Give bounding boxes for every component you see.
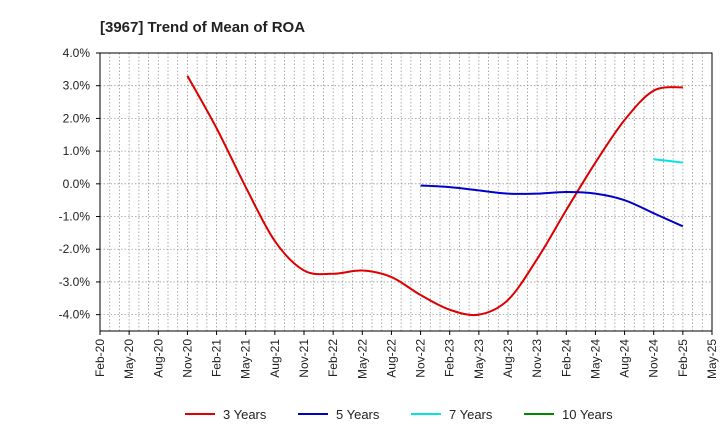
grid	[100, 52, 712, 331]
y-tick-label: 2.0%	[63, 111, 91, 125]
plot-lines	[186, 75, 684, 317]
x-tick-label: Nov-24	[647, 339, 661, 378]
x-tick-label: May-23	[472, 339, 486, 379]
series-line-7-years	[653, 158, 683, 164]
x-tick-label: Aug-20	[151, 339, 165, 378]
x-tick-label: Nov-23	[530, 339, 544, 378]
y-tick-label: -4.0%	[59, 308, 91, 322]
x-tick-label: May-20	[122, 339, 136, 379]
x-tick-label: Nov-22	[414, 339, 428, 378]
x-tick-label: Feb-23	[443, 339, 457, 377]
x-tick-label: Aug-24	[618, 339, 632, 378]
x-tick-label: May-22	[355, 339, 369, 379]
x-tick-label: Feb-25	[676, 339, 690, 377]
y-tick-label: 1.0%	[63, 144, 91, 158]
x-tick-label: Feb-20	[93, 339, 107, 377]
legend-label: 10 Years	[562, 407, 613, 422]
chart-title: [3967] Trend of Mean of ROA	[100, 19, 305, 36]
legend-label: 3 Years	[223, 407, 267, 422]
series-line-5-years	[420, 184, 684, 228]
x-tick-label: May-21	[239, 339, 253, 379]
x-tick-label: May-24	[588, 339, 602, 379]
x-tick-label: Nov-20	[180, 339, 194, 378]
y-tick-label: -2.0%	[59, 242, 91, 256]
x-tick-label: Feb-22	[326, 339, 340, 377]
y-axis-ticks: 4.0% 3.0% 2.0% 1.0% 0.0% -1.0% -2.0% -3.0% -4.0%	[59, 46, 100, 322]
x-tick-label: Aug-21	[268, 339, 282, 378]
x-tick-label: May-25	[705, 339, 719, 379]
y-tick-label: 0.0%	[63, 177, 91, 191]
x-tick-label: Aug-23	[501, 339, 515, 378]
plot-frame	[99, 52, 713, 332]
legend-label: 5 Years	[336, 407, 380, 422]
x-tick-label: Feb-21	[210, 339, 224, 377]
legend: 3 Years 5 Years 7 Years 10 Years	[185, 407, 613, 422]
y-tick-label: 3.0%	[63, 79, 91, 93]
x-tick-label: Aug-22	[384, 339, 398, 378]
y-tick-label: -3.0%	[59, 275, 91, 289]
legend-label: 7 Years	[449, 407, 493, 422]
y-tick-label: -1.0%	[59, 210, 91, 224]
x-axis-ticks: Feb-20 May-20 Aug-20 Nov-20 Feb-21 May-21 Aug-…	[93, 331, 719, 379]
x-tick-label: Feb-24	[559, 339, 573, 377]
x-tick-label: Nov-21	[297, 339, 311, 378]
y-tick-label: 4.0%	[63, 46, 91, 60]
series-line-3-years	[186, 75, 683, 317]
